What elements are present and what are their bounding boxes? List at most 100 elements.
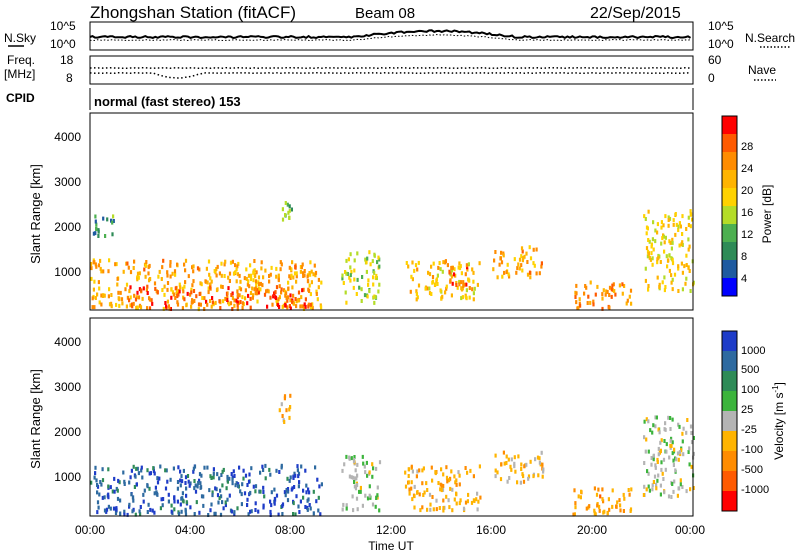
- power-cells-cell: [516, 266, 519, 271]
- power-cells-cell: [238, 286, 241, 291]
- power-cells-cell: [687, 223, 690, 227]
- power-cells-cell: [144, 274, 147, 279]
- power-cells-cell: [256, 299, 259, 304]
- power-cells-cell: [378, 282, 381, 287]
- velocity-cells-cell: [107, 495, 110, 500]
- power-cells-cell: [454, 273, 457, 278]
- velocity-cells-cell: [193, 464, 197, 469]
- power-cells-cell: [666, 264, 669, 269]
- power-cells-cell: [239, 279, 242, 284]
- date-label: 22/Sep/2015: [590, 5, 681, 22]
- power-cells-cell: [166, 281, 170, 285]
- nave-series: [89, 72, 691, 79]
- velocity-cells-cell: [302, 488, 305, 493]
- power-cells-cell: [464, 272, 467, 277]
- velocity-cells-cell: [244, 473, 248, 478]
- power-cells-cell: [234, 263, 237, 268]
- power-cells-cell: [663, 275, 666, 280]
- power-cells-cell: [215, 273, 218, 278]
- power-cells-cell: [116, 282, 119, 287]
- power-cells-cell: [498, 262, 501, 267]
- velocity-cells-cell: [407, 480, 410, 485]
- power-cells-cell: [96, 292, 99, 297]
- velocity-cells-cell: [672, 458, 675, 463]
- power-cells-cell: [353, 258, 356, 263]
- velocity-cells-cell: [408, 491, 411, 496]
- power-cells-cell: [187, 274, 190, 279]
- power-cells-cell: [689, 209, 692, 214]
- velocity-cells-cell: [233, 510, 236, 515]
- velocity-cells-cell: [184, 509, 187, 514]
- power-cells-cell: [284, 213, 287, 217]
- velocity-cells-cell: [208, 488, 211, 493]
- velocity-cells-cell: [368, 493, 371, 498]
- velocity-ytick-3000: 3000: [54, 380, 81, 394]
- power-cells-cell: [315, 292, 318, 296]
- power-cells-cell: [103, 293, 106, 298]
- velocity-cells-cell: [642, 493, 645, 497]
- power-cells-cell: [668, 216, 672, 221]
- velocity-cells-cell: [130, 492, 133, 497]
- velocity-cells-cell: [350, 456, 353, 461]
- velocity-cbar-swatch: [722, 491, 737, 512]
- freq-unit-label: [MHz]: [4, 67, 35, 81]
- power-cells-cell: [208, 283, 212, 288]
- power-cells-cell: [345, 300, 348, 305]
- power-cells-cell: [299, 304, 302, 309]
- station-title: Zhongshan Station (fitACF): [90, 3, 296, 22]
- velocity-cells-cell: [365, 460, 368, 465]
- velocity-cells-cell: [435, 498, 438, 503]
- power-cells-cell: [525, 251, 528, 256]
- power-cells-cell: [290, 207, 293, 212]
- velocity-cells-cell: [123, 509, 126, 514]
- velocity-cells-cell: [178, 511, 181, 516]
- velocity-cells-cell: [509, 464, 512, 469]
- power-cells-cell: [471, 287, 474, 292]
- power-cells-cell: [295, 279, 298, 284]
- velocity-cells-cell: [154, 485, 157, 490]
- velocity-cells-cell: [434, 471, 437, 476]
- power-cells-cell: [411, 277, 414, 282]
- power-cells-cell: [583, 291, 586, 296]
- power-cells-cell: [253, 268, 256, 273]
- velocity-cells-cell: [131, 495, 135, 500]
- velocity-cells-cell: [292, 512, 295, 516]
- power-cells-cell: [258, 282, 261, 287]
- power-cells-cell: [279, 260, 282, 265]
- power-cells-cell: [683, 264, 686, 269]
- power-cells-cell: [413, 268, 416, 273]
- power-cells-cell: [220, 284, 223, 289]
- xtick-0000: 00:00: [75, 523, 105, 537]
- velocity-cbar-tick-25: 25: [741, 404, 753, 416]
- velocity-cells-cell: [152, 466, 155, 471]
- power-cells-cell: [148, 263, 151, 268]
- velocity-cells-cell: [195, 500, 198, 505]
- power-cells-cell: [688, 244, 691, 249]
- power-cells-cell: [677, 266, 680, 271]
- velocity-cells-cell: [320, 482, 323, 487]
- velocity-cells-cell: [651, 483, 654, 488]
- power-cells-cell: [268, 274, 271, 278]
- velocity-cells-cell: [231, 477, 234, 482]
- velocity-cells-cell: [343, 462, 346, 467]
- velocity-cells-cell: [541, 462, 544, 467]
- power-cells-cell: [229, 260, 233, 265]
- velocity-cells-cell: [538, 456, 541, 461]
- power-cells-cell: [271, 302, 274, 307]
- power-cells-cell: [235, 279, 238, 284]
- velocity-cells-cell: [283, 396, 286, 401]
- power-cbar-tick-28: 28: [741, 141, 753, 153]
- power-cells-cell: [222, 299, 225, 304]
- velocity-cells-cell: [226, 497, 229, 502]
- velocity-cells-cell: [192, 466, 195, 471]
- velocity-cells-cell: [302, 495, 305, 500]
- velocity-cells-cell: [411, 497, 414, 502]
- power-cells-cell: [176, 262, 179, 267]
- power-cells-cell: [261, 283, 264, 288]
- velocity-cells-cell: [585, 506, 588, 511]
- power-cells-cell: [500, 250, 503, 255]
- velocity-cells-cell: [218, 476, 221, 481]
- velocity-cells-cell: [148, 486, 151, 491]
- velocity-cells-cell: [534, 457, 537, 462]
- power-cells-cell: [437, 265, 440, 270]
